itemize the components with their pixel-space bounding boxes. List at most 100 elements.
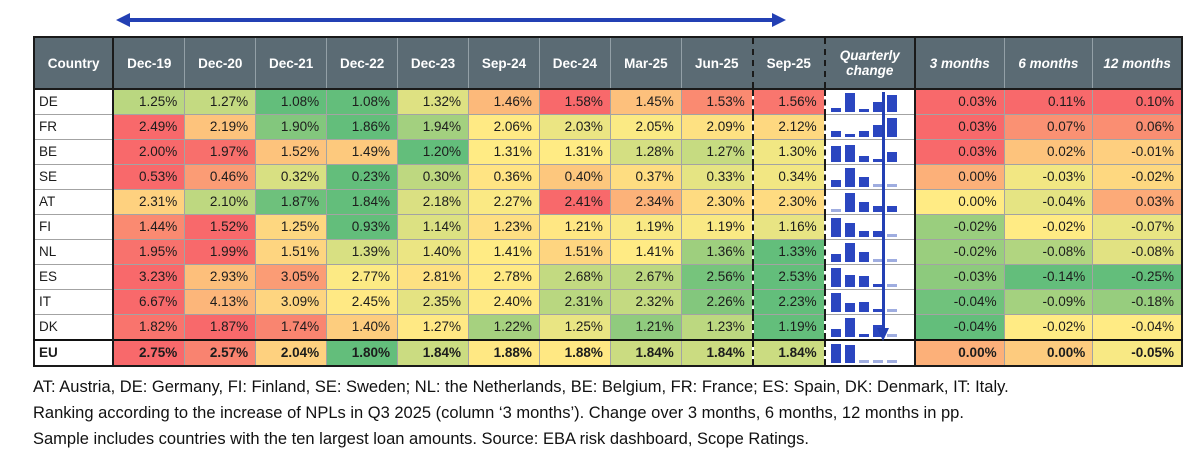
npl-value-cell: 2.77% [326,264,399,290]
footnote-line-2: Ranking according to the increase of NPL… [33,404,964,422]
sparkline-bar [830,254,841,262]
npl-value-cell: 2.75% [112,339,186,367]
table-row-dk: DK 1.82% 1.87% 1.74% 1.40% 1.27% 1.22% 1.25% 1.2… [33,314,1183,341]
npl-value-cell: 3.05% [255,264,328,290]
col-header-dec-24: Dec-24 [538,36,611,90]
npl-value-cell: 1.40% [397,239,469,265]
npl-value-cell: 2.23% [751,289,826,315]
table-row-es: ES 3.23% 2.93% 3.05% 2.77% 2.81% 2.78% 2.68% 2.6… [33,264,1183,290]
npl-value-cell: 2.41% [538,189,611,215]
table-row-be: BE 2.00% 1.97% 1.52% 1.49% 1.20% 1.31% 1.31% 1.2… [33,139,1183,165]
npl-value-cell: 3.23% [112,264,186,290]
table-row-nl: NL 1.95% 1.99% 1.51% 1.39% 1.40% 1.41% 1.51% 1.4… [33,239,1183,265]
npl-value-cell: 1.40% [326,314,399,341]
sparkline-bar [858,276,869,287]
npl-value-cell: 2.67% [609,264,682,290]
npl-value-cell: 1.84% [326,189,399,215]
change-value-cell: -0.08% [1092,239,1183,265]
country-cell: FR [33,114,115,140]
npl-value-cell: 0.40% [538,164,611,190]
sparkline-bars [830,117,911,137]
npl-value-cell: 1.21% [609,314,682,341]
sparkline-bar [872,259,883,262]
npl-value-cell: 1.84% [397,339,469,367]
npl-value-cell: 1.25% [112,88,186,115]
country-cell: NL [33,239,115,265]
change-value-cell: -0.14% [1003,264,1094,290]
npl-value-cell: 1.84% [609,339,682,367]
sparkline-bar [858,131,869,137]
change-value-cell: 0.11% [1003,88,1094,115]
npl-value-cell: 1.49% [326,139,399,165]
npl-value-cell: 1.88% [538,339,611,367]
npl-value-cell: 1.14% [397,214,469,240]
sparkline-bar [858,202,869,212]
quarterly-change-sparkline [824,88,916,115]
npl-value-cell: 1.87% [255,189,328,215]
npl-value-cell: 2.30% [751,189,826,215]
npl-value-cell: 2.34% [609,189,682,215]
sparkline-bar [858,252,869,262]
change-value-cell: -0.01% [1092,139,1183,165]
npl-value-cell: 1.25% [255,214,328,240]
col-header-jun-25: Jun-25 [680,36,754,90]
sparkline-bars [830,292,911,312]
country-cell: FI [33,214,115,240]
quarterly-change-sparkline [824,239,916,265]
npl-value-cell: 1.82% [112,314,186,341]
sparkline-bar [886,206,897,212]
sparkline-bar [858,156,869,162]
change-value-cell: -0.04% [1003,189,1094,215]
sparkline-bar [830,293,841,312]
npl-value-cell: 1.27% [680,139,754,165]
npl-value-cell: 1.44% [112,214,186,240]
sparkline-bar [872,125,883,137]
npl-value-cell: 1.36% [680,239,754,265]
sparkline-bar [830,131,841,137]
sparkline-bar [872,206,883,212]
sparkline-bar [872,360,883,363]
npl-value-cell: 1.84% [751,339,826,367]
country-cell: EU [33,339,115,367]
npl-value-cell: 1.51% [538,239,611,265]
npl-value-cell: 1.22% [468,314,540,341]
npl-value-cell: 1.25% [538,314,611,341]
npl-value-cell: 1.08% [326,88,399,115]
npl-value-cell: 1.99% [184,239,257,265]
npl-value-cell: 2.19% [184,114,257,140]
quarterly-change-sparkline [824,214,916,240]
change-value-cell: 0.07% [1003,114,1094,140]
change-value-cell: 0.00% [1003,339,1094,367]
npl-value-cell: 2.57% [184,339,257,367]
npl-value-cell: 0.37% [609,164,682,190]
table-row-fr: FR 2.49% 2.19% 1.90% 1.86% 1.94% 2.06% 2.03% 2.0… [33,114,1183,140]
country-cell: DK [33,314,115,341]
col-header-3-months: 3 months [913,36,1005,90]
quarterly-change-sparkline [824,164,916,190]
sparkline-bar [886,360,897,363]
sparkline-bar [886,118,897,137]
col-header-quarterly-change: Quarterly change [824,36,916,90]
change-value-cell: 0.02% [1003,139,1094,165]
npl-value-cell: 1.27% [184,88,257,115]
npl-table-body: DE 1.25% 1.27% 1.08% 1.08% 1.32% 1.46% 1.58% 1.4… [33,88,1183,367]
sparkline-bar [858,334,869,337]
change-value-cell: -0.02% [1003,214,1094,240]
footnote-line-3: Sample includes countries with the ten l… [33,430,809,448]
change-value-cell: -0.02% [1092,164,1183,190]
table-row-fi: FI 1.44% 1.52% 1.25% 0.93% 1.14% 1.23% 1.21% 1.1… [33,214,1183,240]
change-value-cell: 0.06% [1092,114,1183,140]
change-value-cell: 0.03% [913,88,1005,115]
change-value-cell: -0.03% [1003,164,1094,190]
npl-value-cell: 2.35% [397,289,469,315]
sparkline-bar [872,184,883,187]
quarterly-change-sparkline [824,114,916,140]
col-header-sep-25: Sep-25 [751,36,826,90]
npl-value-cell: 2.78% [468,264,540,290]
sparkline-bars [830,217,911,237]
npl-value-cell: 1.80% [326,339,399,367]
npl-value-cell: 1.52% [255,139,328,165]
npl-value-cell: 1.45% [609,88,682,115]
sparkline-bar [830,344,841,363]
country-cell: DE [33,88,115,115]
